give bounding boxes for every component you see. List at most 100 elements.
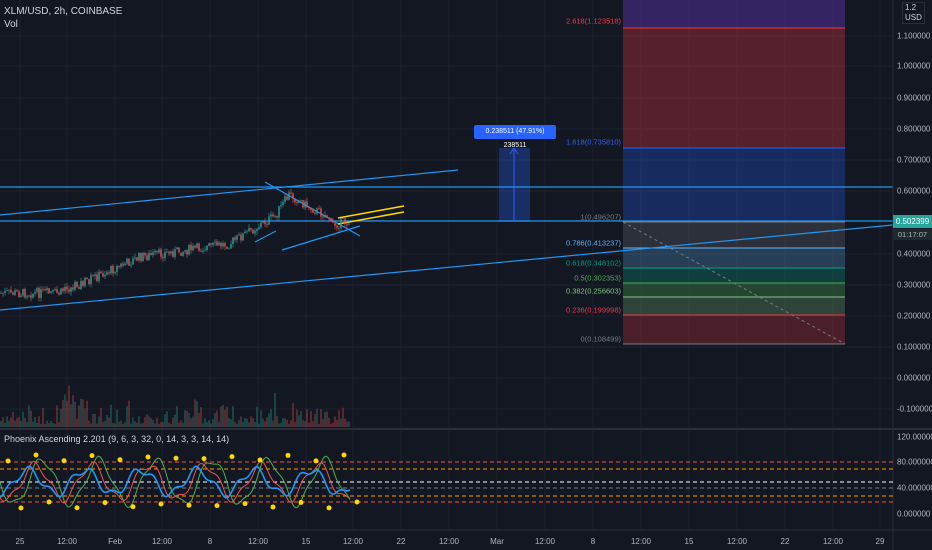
candle-body bbox=[304, 201, 306, 208]
candle-body bbox=[212, 242, 214, 245]
volume-bar bbox=[242, 422, 244, 427]
volume-bar bbox=[28, 405, 30, 427]
volume-bar bbox=[254, 422, 256, 427]
oscillator-signal-dot bbox=[270, 504, 276, 510]
volume-bar bbox=[274, 392, 276, 427]
candle-body bbox=[158, 249, 160, 253]
candle-body bbox=[270, 214, 272, 217]
volume-bar bbox=[204, 418, 206, 427]
candle-body bbox=[228, 248, 230, 250]
volume-bar bbox=[94, 413, 96, 427]
time-axis-label: 12:00 bbox=[247, 537, 269, 546]
candle-body bbox=[256, 229, 258, 232]
oscillator-lines bbox=[0, 452, 360, 511]
price-axis-label: 0.100000 bbox=[897, 342, 931, 352]
volume-bar bbox=[268, 413, 270, 427]
candle-body bbox=[84, 277, 86, 286]
candle-body bbox=[320, 208, 322, 217]
candle-body bbox=[294, 199, 296, 203]
volume-bar bbox=[270, 409, 272, 427]
volume-bar bbox=[36, 422, 38, 427]
volume-bar bbox=[132, 417, 134, 427]
volume-bar bbox=[284, 418, 286, 427]
volume-bar bbox=[302, 420, 304, 427]
candle-body bbox=[104, 274, 106, 277]
time-axis-label: 25 bbox=[15, 537, 25, 546]
candle-body bbox=[46, 288, 48, 291]
trendlines[interactable] bbox=[0, 169, 894, 311]
candle-body bbox=[42, 289, 44, 291]
price-range-measure[interactable] bbox=[499, 147, 530, 222]
fib-level-label: 1(0.496207) bbox=[580, 212, 621, 222]
volume-bar bbox=[160, 422, 162, 427]
fib-level-label: 0.5(0.302353) bbox=[574, 273, 621, 283]
candle-body bbox=[156, 250, 158, 253]
volume-bar bbox=[166, 411, 168, 427]
volume-bar bbox=[2, 417, 4, 427]
volume-bar bbox=[182, 422, 184, 427]
volume-bar bbox=[198, 412, 200, 427]
candle-body bbox=[240, 234, 242, 241]
candle-body bbox=[204, 250, 206, 251]
candle-body bbox=[334, 222, 336, 226]
volume-bar bbox=[306, 409, 308, 427]
candle-body bbox=[194, 245, 196, 248]
fibonacci-zones[interactable] bbox=[622, 0, 846, 345]
oscillator-levels bbox=[0, 461, 893, 503]
volume-bar bbox=[324, 412, 326, 427]
price-axis-top-value: 1.2 bbox=[905, 3, 917, 12]
candle-body bbox=[120, 263, 122, 267]
candle-body bbox=[94, 274, 96, 276]
volume-bar bbox=[338, 410, 340, 427]
volume-bar bbox=[342, 407, 344, 427]
volume-bar bbox=[208, 420, 210, 427]
volume-bar bbox=[220, 406, 222, 427]
oscillator-legend[interactable]: Phoenix Ascending 2.201 (9, 6, 3, 32, 0,… bbox=[4, 434, 230, 444]
price-axis-label: 0.800000 bbox=[897, 124, 931, 134]
candle-body bbox=[286, 196, 288, 200]
candle-body bbox=[222, 243, 224, 247]
candle-body bbox=[292, 193, 294, 200]
volume-bar bbox=[288, 423, 290, 427]
volume-bar bbox=[300, 410, 302, 427]
candle-body bbox=[200, 250, 202, 252]
volume-legend[interactable]: Vol bbox=[4, 19, 18, 30]
currency-unit[interactable]: 1.2 USD bbox=[902, 2, 925, 24]
volume-bar bbox=[92, 413, 94, 427]
volume-bar bbox=[168, 422, 170, 427]
fib-level-label: 1.618(0.735810) bbox=[565, 137, 621, 147]
volume-bar bbox=[0, 420, 2, 427]
candle-body bbox=[26, 296, 28, 298]
volume-bar bbox=[34, 416, 36, 427]
volume-bar bbox=[290, 420, 292, 427]
volume-bar bbox=[328, 418, 330, 427]
volume-bar bbox=[246, 418, 248, 427]
candle-body bbox=[128, 258, 130, 266]
candle-body bbox=[68, 289, 70, 292]
candle-body bbox=[298, 200, 300, 204]
oscillator-signal-dot bbox=[285, 452, 291, 458]
volume-bar bbox=[178, 422, 180, 427]
candle-body bbox=[280, 204, 282, 207]
volume-bar bbox=[292, 402, 294, 427]
symbol-title[interactable]: XLM/USD, 2h, COINBASE bbox=[4, 6, 123, 17]
oscillator-signal-dot bbox=[18, 505, 24, 511]
volume-bar bbox=[30, 410, 32, 427]
volume-bar bbox=[46, 420, 48, 427]
candle-body bbox=[348, 223, 350, 225]
volume-bar bbox=[256, 406, 258, 427]
volume-bar bbox=[72, 394, 74, 427]
time-axis-label: 12:00 bbox=[56, 537, 78, 546]
volume-bar bbox=[296, 409, 298, 427]
price-axis-label: 1.000000 bbox=[897, 61, 931, 71]
volume-bar bbox=[162, 422, 164, 427]
candle-body bbox=[92, 275, 94, 277]
volume-bar bbox=[176, 405, 178, 427]
candle-body bbox=[80, 280, 82, 290]
volume-bar bbox=[42, 407, 44, 427]
oscillator-signal-dot bbox=[61, 458, 67, 464]
volume-bar bbox=[108, 417, 110, 427]
price-axis-label: -0.100000 bbox=[897, 404, 932, 414]
volume-bar bbox=[104, 420, 106, 427]
